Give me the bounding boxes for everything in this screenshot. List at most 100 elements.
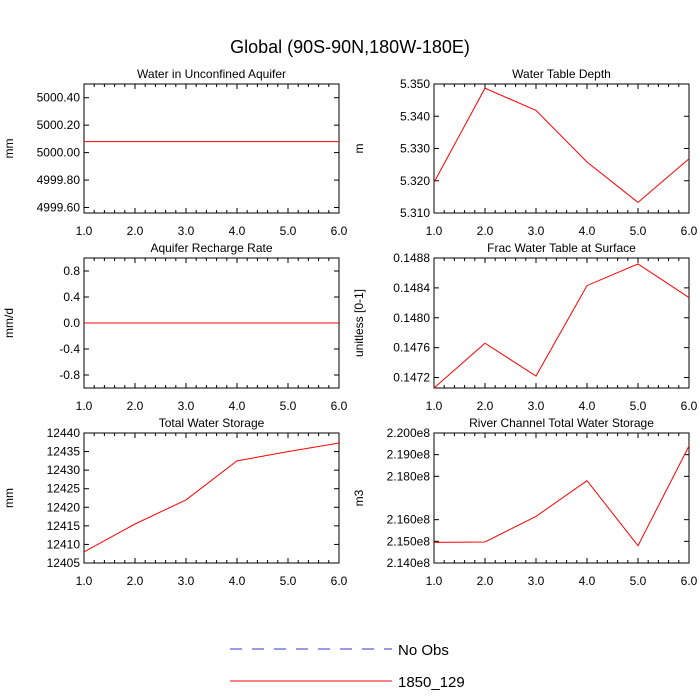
y-tick-label: 2.190e8 xyxy=(387,448,431,462)
x-tick-label: 6.0 xyxy=(331,574,348,588)
chart-panel-6: River Channel Total Water Storage m3 1.0 2.… xyxy=(352,416,698,588)
x-tick-label: 2.0 xyxy=(127,224,144,238)
series-line xyxy=(433,263,690,389)
plot-frame xyxy=(433,432,690,564)
y-axis-label: mm/d xyxy=(2,308,16,338)
x-tick-label: 4.0 xyxy=(229,224,246,238)
plot-frame xyxy=(83,432,340,564)
y-tick-label: 12425 xyxy=(47,482,81,496)
panel-title: Total Water Storage xyxy=(159,416,265,430)
x-tick-label: 5.0 xyxy=(630,399,647,413)
y-tick-label: 0.1488 xyxy=(393,251,430,265)
x-tick-label: 5.0 xyxy=(280,224,297,238)
x-tick-label: 3.0 xyxy=(178,574,195,588)
legend-label-no-obs: No Obs xyxy=(398,642,449,659)
y-tick-label: 5000.40 xyxy=(37,91,81,105)
x-tick-label: 1.0 xyxy=(76,224,93,238)
series-line xyxy=(433,87,690,204)
x-tick-label: 3.0 xyxy=(528,224,545,238)
y-tick-label: 5.320 xyxy=(400,174,430,188)
legend-label-1850-129: 1850_129 xyxy=(398,674,465,691)
chart-panel-1: Water in Unconfined Aquifer mm 1.0 2.0 3.0 4.… xyxy=(2,67,348,238)
y-tick-label: 12405 xyxy=(47,556,81,570)
y-tick-label: 0.1484 xyxy=(393,281,430,295)
chart-panel-3: Aquifer Recharge Rate mm/d 1.0 2.0 3.0 4.0 5.0… xyxy=(2,241,348,413)
y-tick-label: -0.8 xyxy=(59,368,80,382)
chart-panel-4: Frac Water Table at Surface unitless [0-1… xyxy=(352,241,698,413)
y-tick-label: 0.1472 xyxy=(393,371,430,385)
y-axis-label: m xyxy=(352,144,366,154)
y-axis-label: m3 xyxy=(352,489,366,506)
y-tick-label: 2.140e8 xyxy=(387,556,431,570)
y-tick-label: 2.160e8 xyxy=(387,513,431,527)
y-tick-label: 5.330 xyxy=(400,142,430,156)
x-tick-label: 2.0 xyxy=(477,399,494,413)
series-line xyxy=(433,445,690,547)
y-tick-label: 12440 xyxy=(47,426,81,440)
x-tick-label: 6.0 xyxy=(331,224,348,238)
x-tick-label: 5.0 xyxy=(280,574,297,588)
y-tick-label: -0.4 xyxy=(59,342,80,356)
y-axis-label: mm xyxy=(2,488,16,508)
y-tick-label: 2.150e8 xyxy=(387,534,431,548)
x-tick-label: 4.0 xyxy=(579,399,596,413)
series-line xyxy=(83,442,340,553)
x-tick-label: 1.0 xyxy=(426,574,443,588)
y-tick-label: 5.310 xyxy=(400,206,430,220)
x-tick-label: 3.0 xyxy=(528,399,545,413)
x-tick-label: 3.0 xyxy=(178,399,195,413)
x-tick-label: 1.0 xyxy=(76,399,93,413)
x-tick-label: 2.0 xyxy=(477,224,494,238)
y-tick-label: 5.340 xyxy=(400,109,430,123)
x-tick-label: 4.0 xyxy=(579,224,596,238)
x-tick-label: 6.0 xyxy=(331,399,348,413)
x-tick-label: 1.0 xyxy=(76,574,93,588)
x-tick-label: 3.0 xyxy=(528,574,545,588)
x-tick-label: 5.0 xyxy=(630,574,647,588)
y-tick-label: 12410 xyxy=(47,537,81,551)
y-tick-label: 0.4 xyxy=(63,290,80,304)
y-tick-label: 5000.20 xyxy=(37,118,81,132)
y-tick-label: 4999.80 xyxy=(37,173,81,187)
y-tick-label: 4999.60 xyxy=(37,201,81,215)
y-tick-label: 2.180e8 xyxy=(387,469,431,483)
panel-title: Water in Unconfined Aquifer xyxy=(137,67,286,81)
plot-frame xyxy=(433,83,690,214)
y-tick-label: 0.1480 xyxy=(393,311,430,325)
y-tick-label: 0.1476 xyxy=(393,341,430,355)
chart-panel-5: Total Water Storage mm 1.0 2.0 3.0 4.0 5.0 6.0 1… xyxy=(2,416,348,588)
panel-title: Aquifer Recharge Rate xyxy=(150,241,272,255)
y-tick-label: 2.200e8 xyxy=(387,426,431,440)
x-tick-label: 2.0 xyxy=(127,574,144,588)
x-tick-label: 2.0 xyxy=(477,574,494,588)
y-tick-label: 12415 xyxy=(47,519,81,533)
y-tick-label: 12420 xyxy=(47,500,81,514)
panel-title: Water Table Depth xyxy=(512,67,611,81)
panel-title: River Channel Total Water Storage xyxy=(469,416,654,430)
chart-panel-2: Water Table Depth m 1.0 2.0 3.0 4.0 5.0 6.0 5.35… xyxy=(352,67,698,238)
x-tick-label: 4.0 xyxy=(229,574,246,588)
x-tick-label: 6.0 xyxy=(681,399,698,413)
x-tick-label: 4.0 xyxy=(579,574,596,588)
x-tick-label: 3.0 xyxy=(178,224,195,238)
x-tick-label: 1.0 xyxy=(426,224,443,238)
y-axis-label: mm xyxy=(2,139,16,159)
y-tick-label: 12430 xyxy=(47,463,81,477)
plot-frame xyxy=(433,257,690,389)
x-tick-label: 5.0 xyxy=(630,224,647,238)
figure-title: Global (90S-90N,180W-180E) xyxy=(230,37,470,57)
y-tick-label: 5.350 xyxy=(400,77,430,91)
y-tick-label: 0.8 xyxy=(63,264,80,278)
x-tick-label: 5.0 xyxy=(280,399,297,413)
x-tick-label: 4.0 xyxy=(229,399,246,413)
y-tick-label: 0.0 xyxy=(63,316,80,330)
y-tick-label: 12435 xyxy=(47,445,81,459)
x-tick-label: 6.0 xyxy=(681,574,698,588)
x-tick-label: 2.0 xyxy=(127,399,144,413)
x-tick-label: 6.0 xyxy=(681,224,698,238)
x-tick-label: 1.0 xyxy=(426,399,443,413)
legend: No Obs 1850_129 xyxy=(230,642,465,691)
y-tick-label: 5000.00 xyxy=(37,146,81,160)
plot-frame xyxy=(83,83,340,214)
